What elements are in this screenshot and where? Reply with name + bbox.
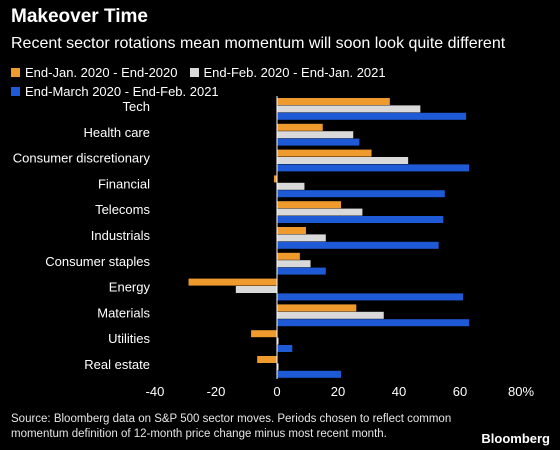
- bar-energy-series-3: [277, 293, 464, 301]
- x-tick-label: 80%: [508, 384, 534, 399]
- x-tick-label: 20: [331, 384, 345, 399]
- category-label-real-estate: Real estate: [84, 357, 150, 372]
- bar-industrials-series-1: [277, 227, 306, 234]
- category-label-telecoms: Telecoms: [95, 202, 150, 217]
- bar-energy-series-2: [235, 286, 277, 293]
- legend-swatch-series-1: [11, 68, 20, 77]
- legend-item-series-1: End-Jan. 2020 - End-2020: [11, 65, 178, 80]
- x-tick-label: -40: [146, 384, 165, 399]
- bar-real-estate-series-1: [257, 356, 277, 363]
- bar-consumer-staples-series-1: [277, 252, 300, 260]
- source-note: Source: Bloomberg data on S&P 500 sector…: [11, 413, 452, 440]
- bar-consumer-staples-series-3: [277, 267, 326, 275]
- bar-health-care-series-1: [277, 123, 323, 131]
- bar-health-care-series-2: [277, 131, 354, 139]
- legend-swatch-series-2: [189, 68, 199, 77]
- brand-logo: Bloomberg: [481, 431, 550, 446]
- bar-real-estate-series-2: [277, 363, 279, 371]
- x-tick-label: 40: [392, 384, 406, 399]
- category-label-financial: Financial: [98, 176, 150, 191]
- bar-consumer-staples-series-2: [277, 260, 311, 268]
- bar-financial-series-3: [277, 190, 445, 198]
- category-label-utilities: Utilities: [108, 331, 150, 346]
- x-tick-label: -20: [207, 384, 226, 399]
- bar-materials-series-2: [277, 311, 384, 319]
- bar-consumer-discretionary-series-2: [277, 157, 409, 164]
- x-tick-label: 60: [453, 384, 467, 399]
- legend: End-Jan. 2020 - End-2020 End-Feb. 2020 -…: [11, 63, 551, 101]
- bar-telecoms-series-3: [277, 216, 444, 223]
- bar-utilities-series-1: [251, 330, 277, 338]
- bar-health-care-series-3: [277, 138, 360, 146]
- category-label-tech: Tech: [123, 99, 150, 114]
- bar-telecoms-series-2: [277, 208, 363, 216]
- category-label-industrials: Industrials: [91, 228, 151, 243]
- bar-utilities-series-3: [277, 345, 293, 352]
- bar-tech-series-3: [277, 112, 467, 120]
- legend-item-series-2: End-Feb. 2020 - End-Jan. 2021: [189, 65, 386, 80]
- bar-utilities-series-2: [277, 337, 279, 345]
- category-label-materials: Materials: [97, 305, 150, 320]
- bar-consumer-discretionary-series-1: [277, 149, 372, 157]
- legend-label-series-1: End-Jan. 2020 - End-2020: [25, 65, 178, 80]
- legend-row-2: End-March 2020 - End-Feb. 2021: [11, 82, 551, 101]
- bar-tech-series-2: [277, 105, 421, 113]
- legend-label-series-2: End-Feb. 2020 - End-Jan. 2021: [203, 65, 386, 80]
- legend-label-series-3: End-March 2020 - End-Feb. 2021: [25, 84, 219, 99]
- x-tick-label: 0: [273, 384, 280, 399]
- legend-row-1: End-Jan. 2020 - End-2020 End-Feb. 2020 -…: [11, 63, 551, 82]
- category-label-consumer-staples: Consumer staples: [45, 254, 150, 269]
- category-label-consumer-discretionary: Consumer discretionary: [13, 151, 151, 166]
- legend-item-series-3: End-March 2020 - End-Feb. 2021: [11, 84, 219, 99]
- bar-telecoms-series-1: [277, 201, 342, 209]
- category-label-health-care: Health care: [84, 125, 150, 140]
- chart-title: Makeover Time: [11, 6, 148, 27]
- chart-subtitle: Recent sector rotations mean momentum wi…: [11, 35, 506, 52]
- bar-financial-series-1: [273, 175, 277, 183]
- bar-consumer-discretionary-series-3: [277, 164, 470, 172]
- bar-materials-series-3: [277, 319, 470, 327]
- bar-industrials-series-3: [277, 241, 439, 249]
- bar-real-estate-series-3: [277, 370, 342, 378]
- legend-swatch-series-3: [11, 87, 20, 96]
- bar-industrials-series-2: [277, 234, 326, 242]
- bar-financial-series-2: [277, 182, 305, 190]
- category-label-energy: Energy: [109, 280, 151, 295]
- bar-energy-series-1: [188, 278, 277, 286]
- bar-materials-series-1: [277, 304, 357, 312]
- bar-tech-series-1: [277, 98, 390, 105]
